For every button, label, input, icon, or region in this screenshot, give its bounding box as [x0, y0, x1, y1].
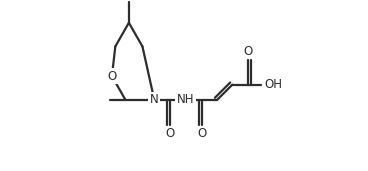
Text: NH: NH	[177, 93, 194, 106]
Text: N: N	[150, 93, 159, 106]
Text: OH: OH	[265, 78, 283, 91]
Text: O: O	[197, 127, 206, 140]
Text: O: O	[165, 127, 174, 140]
Text: O: O	[243, 45, 252, 58]
Text: O: O	[107, 70, 117, 83]
